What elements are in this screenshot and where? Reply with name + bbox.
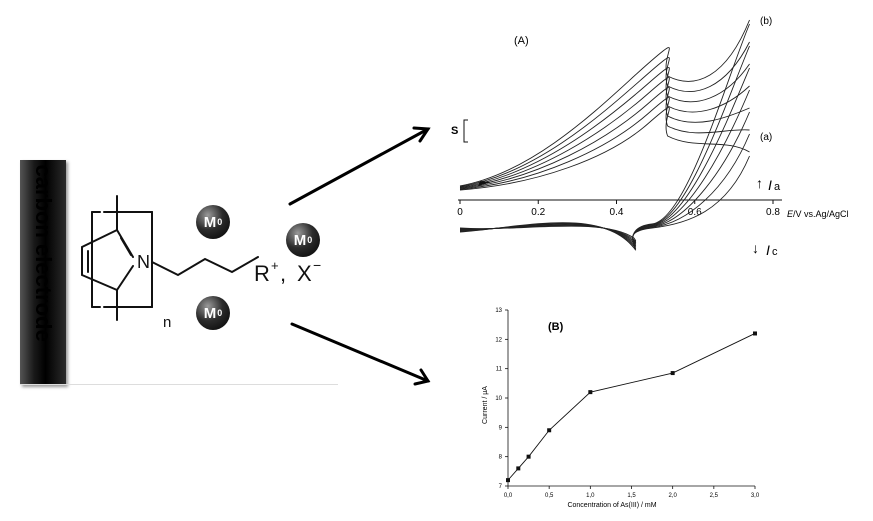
scan-direction-arrow xyxy=(478,181,492,186)
repeat-n-label: n xyxy=(163,314,171,331)
cv-x-tick-label: 0.8 xyxy=(766,207,780,218)
curve-label-b: (b) xyxy=(760,16,772,27)
cathodic-arrow: ↓ xyxy=(752,240,759,256)
cv-forward-scan xyxy=(459,19,750,187)
divider xyxy=(20,384,338,385)
arrow-to-cv xyxy=(288,127,430,206)
anodic-current-sub: a xyxy=(774,181,781,193)
calibration-point xyxy=(753,331,757,336)
calibration-y-tick-label: 13 xyxy=(495,308,502,314)
calibration-y-tick-label: 7 xyxy=(499,484,503,490)
calibration-x-tick-label: 2,0 xyxy=(668,493,677,499)
calibration-point xyxy=(670,371,675,376)
cv-forward-scan xyxy=(459,63,750,188)
calibration-x-tick-label: 0,5 xyxy=(545,493,554,499)
nitrogen-label: N xyxy=(137,252,150,272)
scale-bar xyxy=(463,119,468,143)
calibration-y-tick-label: 10 xyxy=(495,396,502,402)
anodic-arrow: ↑ xyxy=(756,175,763,191)
calibration-y-tick-label: 12 xyxy=(495,337,502,343)
anion-label: X xyxy=(297,261,312,286)
anion-charge-label: − xyxy=(313,257,321,273)
curve-label-a: (a) xyxy=(760,132,772,143)
calibration-y-axis-label: Current / µA xyxy=(482,386,489,424)
calibration-point xyxy=(506,478,510,483)
calibration-x-tick-label: 0,0 xyxy=(504,493,513,499)
calibration-y-tick-label: 11 xyxy=(496,367,503,373)
cv-reverse-scan xyxy=(459,23,750,251)
r-group-label: R xyxy=(254,261,270,286)
arrow-to-calibration xyxy=(290,322,430,383)
scale-label: S xyxy=(451,125,458,137)
cv-x-axis-label: E/V vs.Ag/AgCl xyxy=(787,209,849,219)
calibration-point xyxy=(516,466,521,471)
calibration-y-tick-label: 9 xyxy=(499,425,503,431)
calibration-x-axis-label: Concentration of As(III) / mM xyxy=(567,502,656,509)
calibration-x-tick-label: 2,5 xyxy=(710,493,719,499)
calibration-x-tick-label: 1,0 xyxy=(586,493,595,499)
calibration-y-tick-label: 8 xyxy=(499,455,503,461)
r-charge-label: + xyxy=(271,258,279,273)
carbon-electrode xyxy=(20,160,66,385)
anodic-current-symbol: I xyxy=(768,177,772,193)
cv-x-tick-label: 0.4 xyxy=(610,207,624,218)
cathodic-current-sub: c xyxy=(772,246,778,258)
calibration-x-tick-label: 3,0 xyxy=(751,493,760,499)
calibration-point xyxy=(588,390,593,395)
calibration-point xyxy=(526,454,531,459)
cathodic-current-symbol: I xyxy=(766,242,770,258)
separator-label: , xyxy=(280,261,286,286)
panel-b-label: (B) xyxy=(548,321,564,333)
calibration-series-line xyxy=(507,333,756,481)
cv-x-tick-label: 0.6 xyxy=(688,207,702,218)
calibration-point xyxy=(547,428,552,433)
panel-a-label: (A) xyxy=(514,35,529,47)
cv-x-tick-label: 0.2 xyxy=(531,207,545,218)
calibration-x-tick-label: 1,5 xyxy=(627,493,636,499)
cv-x-tick-label: 0 xyxy=(457,207,463,218)
